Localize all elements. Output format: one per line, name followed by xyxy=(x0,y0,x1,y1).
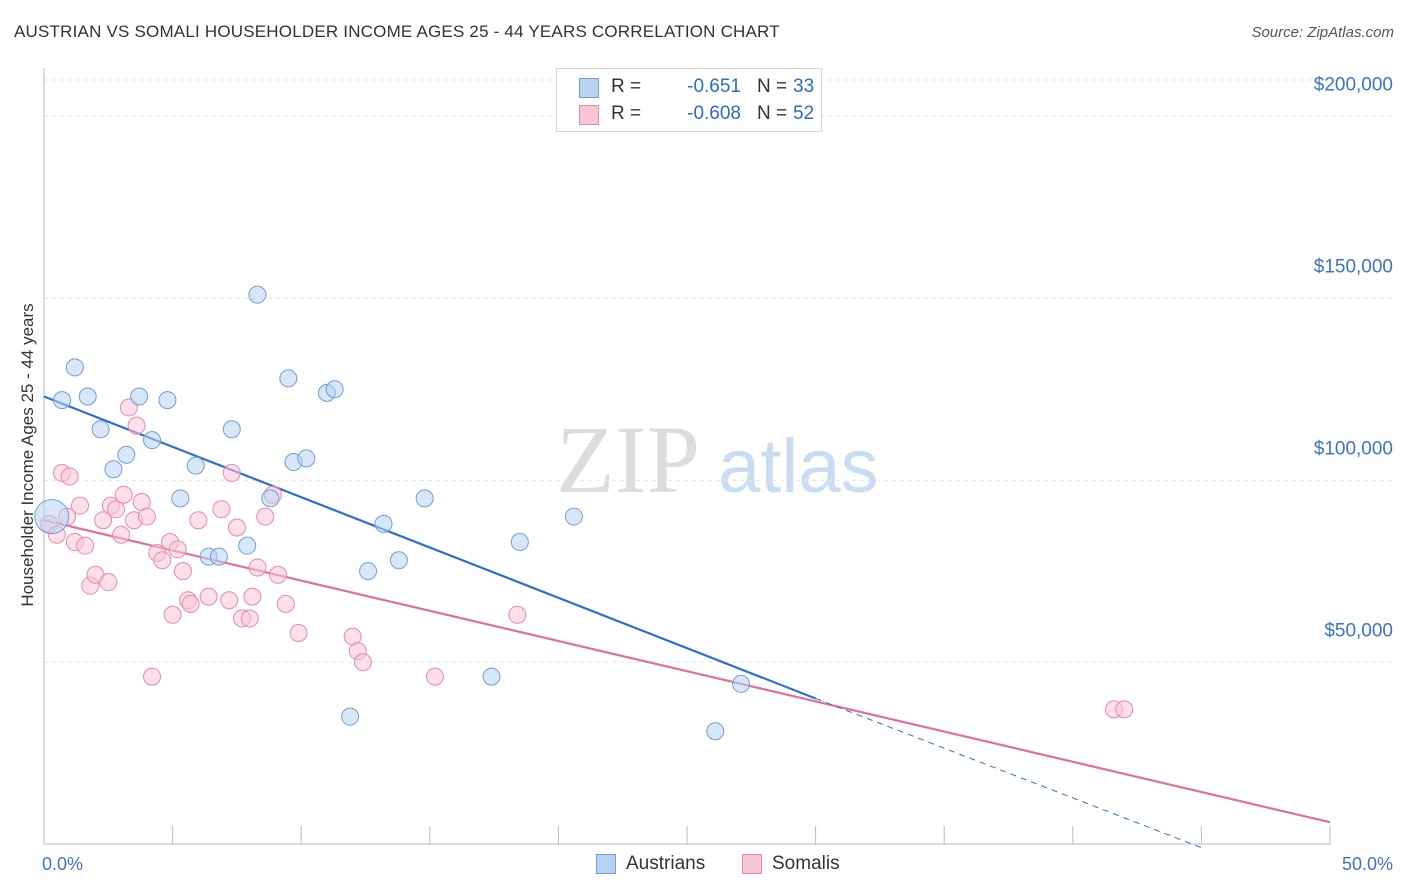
austrians-point xyxy=(65,358,84,377)
somalis-point xyxy=(143,667,162,686)
somalis-trend-line xyxy=(43,519,1331,824)
somalis-point xyxy=(107,500,126,519)
somalis-point xyxy=(112,525,131,544)
austrians-point xyxy=(732,674,751,693)
somalis-point xyxy=(60,467,79,486)
watermark-atlas: atlas xyxy=(718,424,879,509)
austrians-point xyxy=(482,667,501,686)
austrians-swatch xyxy=(596,854,616,874)
somalis-point xyxy=(173,562,192,581)
austrians-point xyxy=(359,562,378,581)
chart-title: AUSTRIAN VS SOMALI HOUSEHOLDER INCOME AG… xyxy=(14,22,780,41)
somalis-point xyxy=(127,416,146,435)
austrians-point xyxy=(297,449,316,468)
somalis-point xyxy=(269,565,288,584)
austrians-point xyxy=(415,489,434,508)
somalis-point xyxy=(240,609,259,628)
watermark-zip: ZIP xyxy=(556,406,700,513)
x-tick-label: 0.0% xyxy=(42,854,83,874)
austrians-point xyxy=(186,456,205,475)
legend-r-label: R = xyxy=(611,76,642,97)
austrians-point xyxy=(325,380,344,399)
austrians-point xyxy=(117,445,136,464)
somalis-point xyxy=(212,500,231,519)
somalis-point xyxy=(137,507,156,526)
grid-lines xyxy=(44,79,1396,663)
x-tick-labels: 0.0% 50.0% xyxy=(42,854,1393,874)
austrians-point xyxy=(261,489,280,508)
series-name: Austrians xyxy=(626,853,706,874)
legend-n-value: 52 xyxy=(793,103,815,124)
somalis-point xyxy=(353,653,372,672)
legend-r-value: -0.608 xyxy=(687,103,741,124)
legend-n-label: N = xyxy=(757,76,788,97)
somalis-swatch xyxy=(742,854,762,874)
y-tick-labels: $50,000 $100,000 $150,000 $200,000 xyxy=(1314,75,1393,642)
austrians-point xyxy=(238,536,257,555)
austrians-point xyxy=(248,285,267,304)
austrians-point xyxy=(171,489,190,508)
somalis-point xyxy=(71,496,90,515)
somalis-point xyxy=(189,511,208,530)
data-points xyxy=(34,285,1134,741)
somalis-point xyxy=(227,518,246,537)
y-tick-label: $150,000 xyxy=(1314,257,1393,278)
somalis-point xyxy=(248,558,267,577)
somalis-point xyxy=(114,485,133,504)
source-label: Source: ZipAtlas.com xyxy=(1251,24,1394,41)
somalis-point xyxy=(508,605,527,624)
austrians-trend-extension xyxy=(815,698,1202,849)
somalis-point xyxy=(1115,700,1134,719)
y-tick-label: $100,000 xyxy=(1314,438,1393,459)
austrians-point xyxy=(78,387,97,406)
austrians-point xyxy=(53,391,72,410)
austrians-point xyxy=(279,369,298,388)
y-axis-label: Householder Income Ages 25 - 44 years xyxy=(18,303,37,606)
austrians-point xyxy=(706,722,725,741)
somalis-point xyxy=(76,536,95,555)
somalis-point xyxy=(199,587,218,606)
austrians-point xyxy=(341,707,360,726)
somalis-point xyxy=(181,594,200,613)
austrians-point xyxy=(158,391,177,410)
axes xyxy=(43,68,1331,845)
austrians-point xyxy=(34,499,70,535)
somalis-point xyxy=(222,463,241,482)
somalis-point xyxy=(289,623,308,642)
legend-n-value: 33 xyxy=(793,76,815,97)
austrians-point xyxy=(209,547,228,566)
y-tick-label: $50,000 xyxy=(1324,620,1393,641)
somalis-point xyxy=(425,667,444,686)
x-tick-label: 50.0% xyxy=(1342,854,1393,874)
somalis-point xyxy=(99,573,118,592)
somalis-point xyxy=(243,587,262,606)
series-name: Somalis xyxy=(772,853,840,874)
somalis-point xyxy=(256,507,275,526)
somalis-point xyxy=(153,551,172,570)
y-tick-label: $200,000 xyxy=(1314,75,1393,96)
somalis-point xyxy=(163,605,182,624)
austrians-point xyxy=(91,420,110,439)
austrians-point xyxy=(104,460,123,479)
somalis-point xyxy=(276,594,295,613)
austrians-point xyxy=(374,514,393,533)
austrians-point xyxy=(389,551,408,570)
austrians-point xyxy=(564,507,583,526)
austrians-point xyxy=(143,431,162,450)
austrians-trend-line xyxy=(43,395,817,700)
austrians-point xyxy=(222,420,241,439)
legend: R = -0.651 N = 33 R = -0.608 N = 52 xyxy=(556,68,822,132)
austrians-point xyxy=(130,387,149,406)
austrians-point xyxy=(510,533,529,552)
somalis-point xyxy=(94,511,113,530)
somalis-point xyxy=(220,591,239,610)
legend-n-label: N = xyxy=(757,103,788,124)
legend-r-value: -0.651 xyxy=(687,76,741,97)
legend-r-label: R = xyxy=(611,103,642,124)
austrians-swatch xyxy=(579,78,599,98)
somalis-point xyxy=(168,540,187,559)
somalis-swatch xyxy=(579,105,599,125)
